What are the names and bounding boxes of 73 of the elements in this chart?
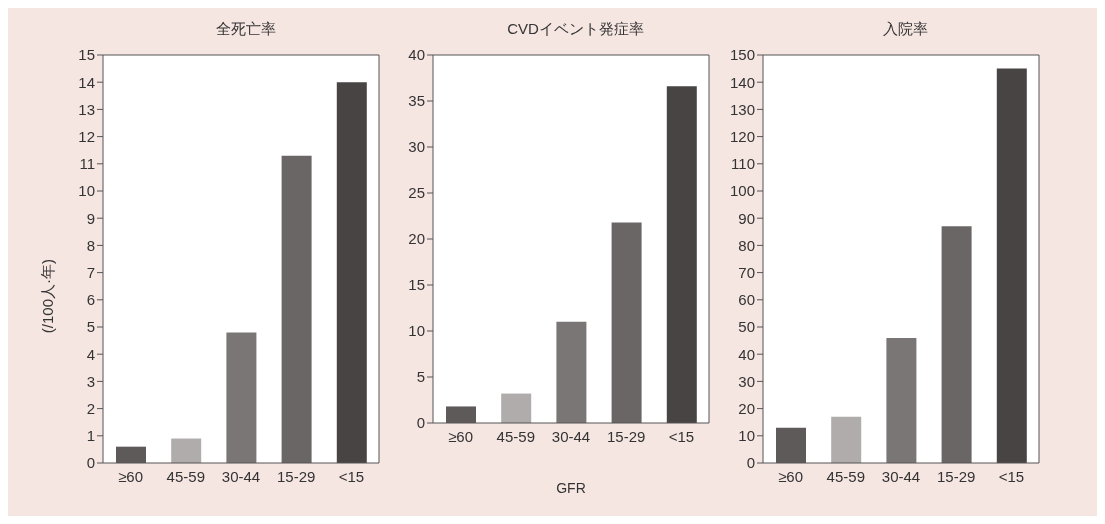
bar	[666, 86, 697, 423]
x-tick-label: <15	[998, 467, 1025, 485]
y-tick-label: 13	[78, 100, 95, 118]
y-tick-label: 7	[86, 263, 95, 281]
y-tick-label: 10	[78, 182, 95, 200]
bar	[611, 222, 642, 423]
bar	[886, 337, 917, 463]
x-tick-label: 15-29	[277, 467, 316, 485]
chart-title: CVDイベント発症率	[506, 20, 645, 39]
bar	[281, 155, 312, 463]
y-tick-label: 30	[408, 138, 425, 156]
x-tick-label: 30-44	[881, 467, 921, 485]
bar	[501, 393, 532, 423]
y-tick-label: 90	[738, 209, 755, 227]
y-tick-label: 120	[729, 127, 755, 145]
y-tick-label: 9	[86, 209, 95, 227]
x-tick-label: 30-44	[551, 427, 591, 445]
y-tick-label: 130	[729, 100, 755, 118]
x-tick-label: 15-29	[937, 467, 976, 485]
y-tick-label: 0	[416, 414, 425, 432]
y-tick-label: 70	[738, 263, 755, 281]
y-tick-label: 11	[79, 155, 95, 173]
y-tick-label: 40	[408, 46, 425, 64]
y-tick-label: 12	[78, 127, 95, 145]
y-tick-label: 6	[86, 291, 95, 309]
y-tick-label: 25	[408, 184, 425, 202]
bar	[556, 321, 587, 423]
y-tick-label: 0	[86, 454, 95, 472]
x-axis-title: GFR	[556, 480, 586, 496]
x-tick-label: ≥60	[118, 467, 144, 485]
y-tick-label: 20	[738, 399, 755, 417]
y-tick-label: 35	[408, 92, 425, 110]
bar	[171, 438, 202, 463]
bar	[941, 226, 972, 463]
x-tick-label: <15	[338, 467, 365, 485]
y-tick-label: 5	[86, 318, 95, 336]
y-tick-label: 3	[86, 372, 95, 390]
x-tick-label: 15-29	[607, 427, 646, 445]
bar	[996, 68, 1027, 463]
y-tick-label: 30	[738, 372, 755, 390]
x-tick-label: 30-44	[221, 467, 261, 485]
x-tick-label: 45-59	[826, 467, 865, 485]
x-tick-label: <15	[668, 427, 695, 445]
y-tick-label: 60	[738, 291, 755, 309]
x-tick-label: 45-59	[496, 427, 535, 445]
y-tick-label: 8	[86, 236, 95, 254]
chart-title: 入院率	[882, 20, 929, 39]
x-tick-label: 45-59	[166, 467, 205, 485]
y-tick-label: 50	[738, 318, 755, 336]
y-tick-label: 10	[408, 322, 425, 340]
y-tick-label: 1	[86, 427, 95, 445]
x-tick-label: ≥60	[778, 467, 804, 485]
y-tick-label: 10	[738, 427, 755, 445]
y-tick-label: 40	[738, 345, 755, 363]
y-tick-label: 80	[738, 236, 755, 254]
y-tick-label: 2	[86, 399, 95, 417]
y-tick-label: 15	[408, 276, 425, 294]
chart-title: 全死亡率	[214, 20, 277, 39]
y-tick-label: 20	[408, 230, 425, 248]
y-tick-label: 100	[729, 182, 755, 200]
y-axis-title: (/100人·年)	[39, 259, 57, 334]
bar	[336, 82, 367, 463]
x-tick-label: ≥60	[448, 427, 474, 445]
y-tick-label: 150	[729, 46, 755, 64]
y-tick-label: 140	[729, 73, 755, 91]
bar	[831, 416, 862, 463]
y-tick-label: 15	[78, 46, 95, 64]
y-tick-label: 110	[731, 155, 755, 173]
y-tick-label: 14	[78, 73, 95, 91]
y-tick-label: 5	[416, 368, 425, 386]
y-tick-label: 0	[746, 454, 755, 472]
y-tick-label: 4	[86, 345, 95, 363]
bar	[226, 332, 257, 463]
